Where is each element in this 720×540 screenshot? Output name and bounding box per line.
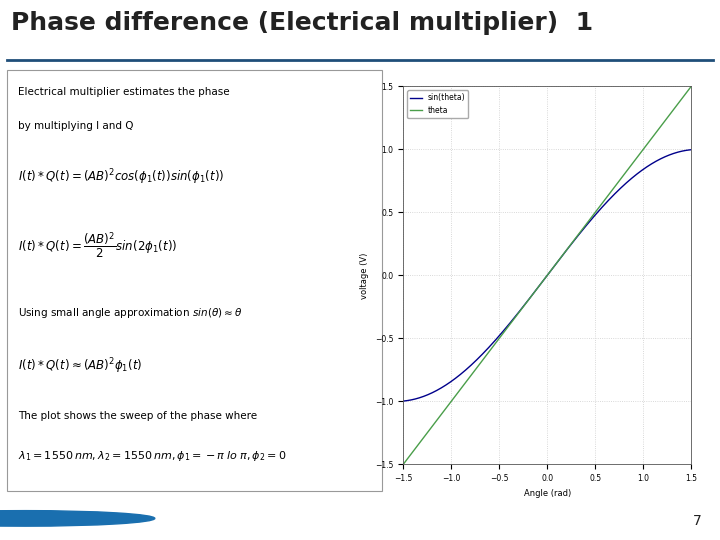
sin(theta) xyxy=(428,389,437,396)
Text: by multiplying I and Q: by multiplying I and Q xyxy=(19,121,134,131)
theta xyxy=(428,423,437,429)
Text: The plot shows the sweep of the phase where: The plot shows the sweep of the phase wh… xyxy=(19,411,258,421)
Text: Using small angle approximation $sin(\theta)\approx\theta$: Using small angle approximation $sin(\th… xyxy=(19,306,243,320)
Text: Phase difference (Electrical multiplier)  1: Phase difference (Electrical multiplier)… xyxy=(11,11,593,35)
theta xyxy=(516,308,524,315)
Y-axis label: voltage (V): voltage (V) xyxy=(361,252,369,299)
theta xyxy=(399,461,408,468)
Text: Electrical multiplier estimates the phase: Electrical multiplier estimates the phas… xyxy=(19,87,230,97)
sin(theta) xyxy=(516,308,524,314)
sin(theta) xyxy=(629,174,637,180)
sin(theta) xyxy=(624,178,632,185)
sin(theta) xyxy=(399,398,408,404)
sin(theta) xyxy=(687,146,696,153)
Text: Optiwave: Optiwave xyxy=(58,516,113,525)
theta xyxy=(624,166,632,173)
Text: 7: 7 xyxy=(693,514,702,528)
Text: $\lambda_1=1550\,nm,\lambda_2=1550\,nm,\phi_1=-\pi\;lo\;\pi,\phi_2=0$: $\lambda_1=1550\,nm,\lambda_2=1550\,nm,\… xyxy=(19,449,287,463)
X-axis label: Angle (rad): Angle (rad) xyxy=(523,489,571,498)
Text: $I(t)*Q(t)=\dfrac{(AB)^2}{2}sin(2\phi_1(t))$: $I(t)*Q(t)=\dfrac{(AB)^2}{2}sin(2\phi_1(… xyxy=(19,230,178,260)
theta xyxy=(687,83,696,90)
theta xyxy=(526,295,534,301)
Text: $I(t)*Q(t)=(AB)^2cos(\phi_1(t))sin(\phi_1(t))$: $I(t)*Q(t)=(AB)^2cos(\phi_1(t))sin(\phi_… xyxy=(19,167,225,187)
Circle shape xyxy=(0,511,155,526)
sin(theta) xyxy=(526,294,534,301)
Text: $I(t)*Q(t)\approx(AB)^2\phi_1(t)$: $I(t)*Q(t)\approx(AB)^2\phi_1(t)$ xyxy=(19,356,143,376)
theta xyxy=(597,201,606,208)
theta xyxy=(629,160,637,166)
Line: theta: theta xyxy=(403,86,691,464)
Legend: sin(theta), theta: sin(theta), theta xyxy=(407,90,468,118)
sin(theta) xyxy=(597,205,606,212)
Line: sin(theta): sin(theta) xyxy=(403,150,691,401)
